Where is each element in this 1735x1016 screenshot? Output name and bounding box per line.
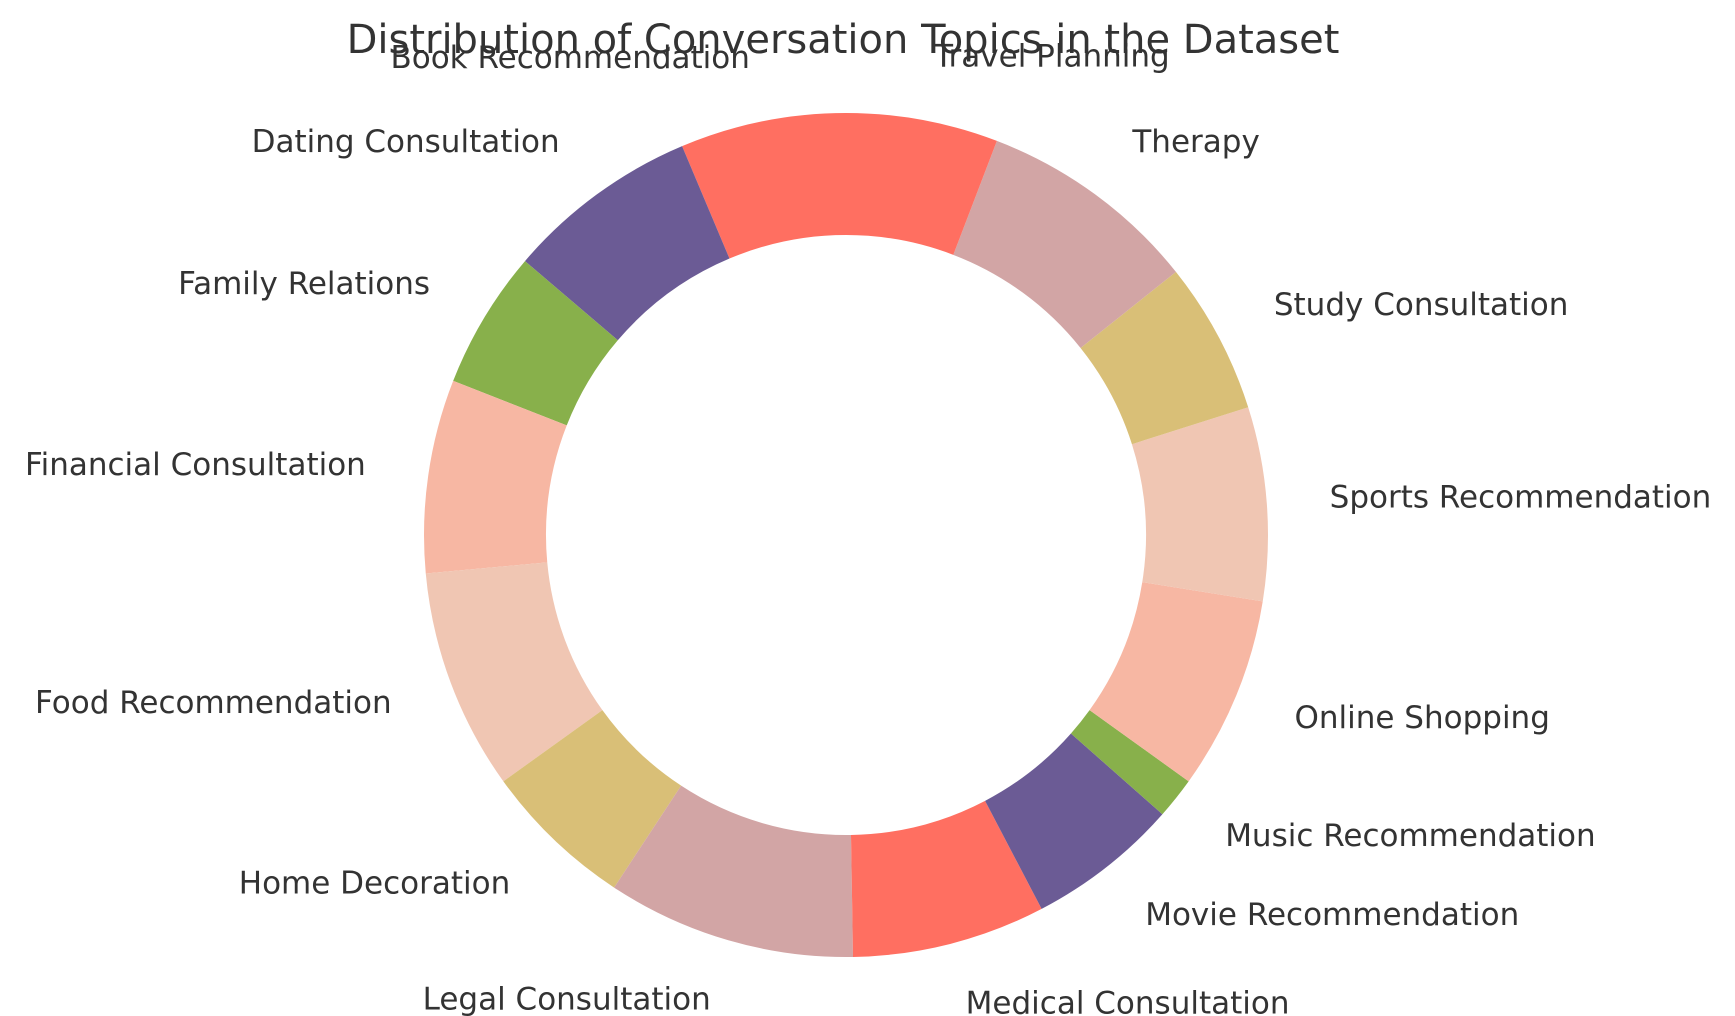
slice-label-dating-consultation: Dating Consultation	[252, 124, 560, 160]
slice-online-shopping	[1089, 582, 1263, 782]
slice-legal-consultation	[614, 785, 854, 957]
slice-label-music-recommendation: Music Recommendation	[1225, 818, 1595, 854]
slice-financial-consultation	[424, 380, 567, 574]
labels-layer: Book Recommendation Dating Consultation Fa…	[25, 39, 1711, 1016]
slice-label-study-consultation: Study Consultation	[1274, 287, 1569, 323]
slice-label-food-recommendation: Food Recommendation	[35, 685, 392, 721]
slice-medical-consultation	[850, 800, 1042, 957]
slice-label-financial-consultation: Financial Consultation	[25, 447, 366, 483]
slice-label-family-relations: Family Relations	[178, 266, 430, 302]
slice-home-decoration	[503, 710, 682, 888]
slice-sports-recommendation	[1131, 407, 1268, 602]
slice-therapy	[953, 140, 1176, 348]
slice-label-medical-consultation: Medical Consultation	[966, 986, 1290, 1016]
slice-family-relations	[453, 261, 618, 426]
slice-label-therapy: Therapy	[1131, 124, 1259, 160]
slice-study-consultation	[1080, 271, 1249, 445]
slice-label-book-recommendation: Book Recommendation	[390, 40, 749, 76]
slice-food-recommendation	[425, 562, 603, 782]
slice-movie-recommendation	[985, 733, 1163, 909]
slice-book-recommendation	[682, 113, 846, 259]
slices-layer	[424, 113, 1268, 957]
chart-title: Distribution of Conversation Topics in t…	[347, 17, 1340, 63]
slice-label-online-shopping: Online Shopping	[1294, 700, 1549, 736]
slice-label-legal-consultation: Legal Consultation	[423, 981, 711, 1016]
slice-travel-planning	[846, 113, 997, 255]
slice-dating-consultation	[524, 146, 730, 341]
slice-label-sports-recommendation: Sports Recommendation	[1330, 479, 1712, 515]
slice-music-recommendation	[1070, 710, 1189, 815]
slice-label-travel-planning: Travel Planning	[933, 39, 1170, 75]
slice-label-home-decoration: Home Decoration	[239, 865, 510, 901]
slice-label-movie-recommendation: Movie Recommendation	[1145, 897, 1519, 933]
